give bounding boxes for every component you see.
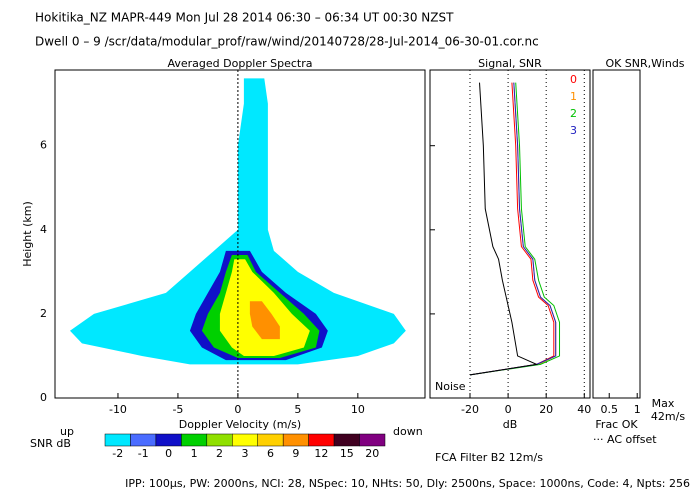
colorbar-swatch bbox=[104, 433, 131, 447]
subtitle: Dwell 0 – 9 /scr/data/modular_prof/raw/w… bbox=[35, 35, 539, 49]
colorbar-swatch bbox=[206, 433, 233, 447]
colorbar-label: -2 bbox=[112, 447, 123, 460]
axes-frame bbox=[429, 69, 591, 399]
snr-line bbox=[469, 82, 539, 376]
y-tick-label: 0 bbox=[40, 391, 47, 404]
note: ··· AC offset bbox=[593, 433, 657, 446]
colorbar-swatch bbox=[130, 433, 157, 447]
footer: IPP: 100μs, PW: 2000ns, NCI: 28, NSpec: … bbox=[125, 477, 690, 490]
colorbar-label: 1 bbox=[191, 447, 198, 460]
y-tick-label: 2 bbox=[40, 307, 47, 320]
noise-note: Noise bbox=[435, 380, 466, 393]
x-tick-label: 5 bbox=[294, 403, 301, 416]
x-label: Frac OK bbox=[595, 418, 638, 431]
y-tick-label: 4 bbox=[40, 223, 47, 236]
x-tick-label: -5 bbox=[172, 403, 183, 416]
y-label: Height (km) bbox=[21, 201, 34, 267]
x-label: Doppler Velocity (m/s) bbox=[179, 418, 301, 431]
legend-entry: 1 bbox=[570, 90, 577, 103]
colorbar-swatch bbox=[155, 433, 182, 447]
snr-region bbox=[69, 78, 406, 365]
down-note: down bbox=[393, 425, 423, 438]
colorbar-label: 3 bbox=[242, 447, 249, 460]
legend-entry: 0 bbox=[570, 73, 577, 86]
colorbar-label: 6 bbox=[267, 447, 274, 460]
snr-region bbox=[249, 301, 280, 340]
colorbar-label: 12 bbox=[314, 447, 328, 460]
panel-title: OK SNR,Winds bbox=[605, 57, 684, 70]
colorbar-swatch bbox=[257, 433, 284, 447]
colorbar-swatch bbox=[232, 433, 258, 447]
colorbar-swatch bbox=[308, 433, 335, 447]
colorbar-label: 0 bbox=[165, 447, 172, 460]
colorbar-label: -1 bbox=[138, 447, 149, 460]
x-tick-label: 0 bbox=[505, 403, 512, 416]
legend-entry: 3 bbox=[570, 124, 577, 137]
max-value: 42m/s bbox=[651, 410, 685, 423]
colorbar-swatch bbox=[282, 433, 309, 447]
colorbar-label: 2 bbox=[216, 447, 223, 460]
axes-frame bbox=[592, 69, 641, 399]
colorbar-swatch bbox=[333, 433, 360, 447]
colorbar-label: 20 bbox=[365, 447, 379, 460]
colorbar-title: SNR dB bbox=[30, 437, 71, 450]
x-label: dB bbox=[503, 418, 518, 431]
colorbar-swatch bbox=[359, 433, 386, 447]
legend-entry: 2 bbox=[570, 107, 577, 120]
axes-frame bbox=[54, 69, 426, 399]
snr-line bbox=[469, 82, 555, 376]
x-tick-label: 0 bbox=[234, 403, 241, 416]
max-label: Max bbox=[652, 397, 675, 410]
x-tick-label: -20 bbox=[461, 403, 479, 416]
x-tick-label: -10 bbox=[109, 403, 127, 416]
filter-note: FCA Filter B2 12m/s bbox=[435, 451, 543, 464]
x-tick-label: 10 bbox=[351, 403, 365, 416]
y-tick-label: 6 bbox=[40, 139, 47, 152]
title: Hokitika_NZ MAPR-449 Mon Jul 28 2014 06:… bbox=[35, 11, 454, 25]
x-tick-label: 20 bbox=[539, 403, 553, 416]
up-note: up bbox=[60, 425, 74, 438]
x-tick-label: 1 bbox=[634, 403, 641, 416]
snr-line bbox=[469, 82, 557, 376]
snr-line bbox=[469, 82, 557, 376]
panel-title: Signal, SNR bbox=[478, 57, 542, 70]
colorbar-swatch bbox=[181, 433, 208, 447]
panel-title: Averaged Doppler Spectra bbox=[167, 57, 312, 70]
colorbar-label: 9 bbox=[292, 447, 299, 460]
snr-line bbox=[469, 82, 561, 376]
x-tick-label: 0.5 bbox=[600, 403, 618, 416]
x-tick-label: 40 bbox=[577, 403, 591, 416]
colorbar-label: 15 bbox=[340, 447, 354, 460]
